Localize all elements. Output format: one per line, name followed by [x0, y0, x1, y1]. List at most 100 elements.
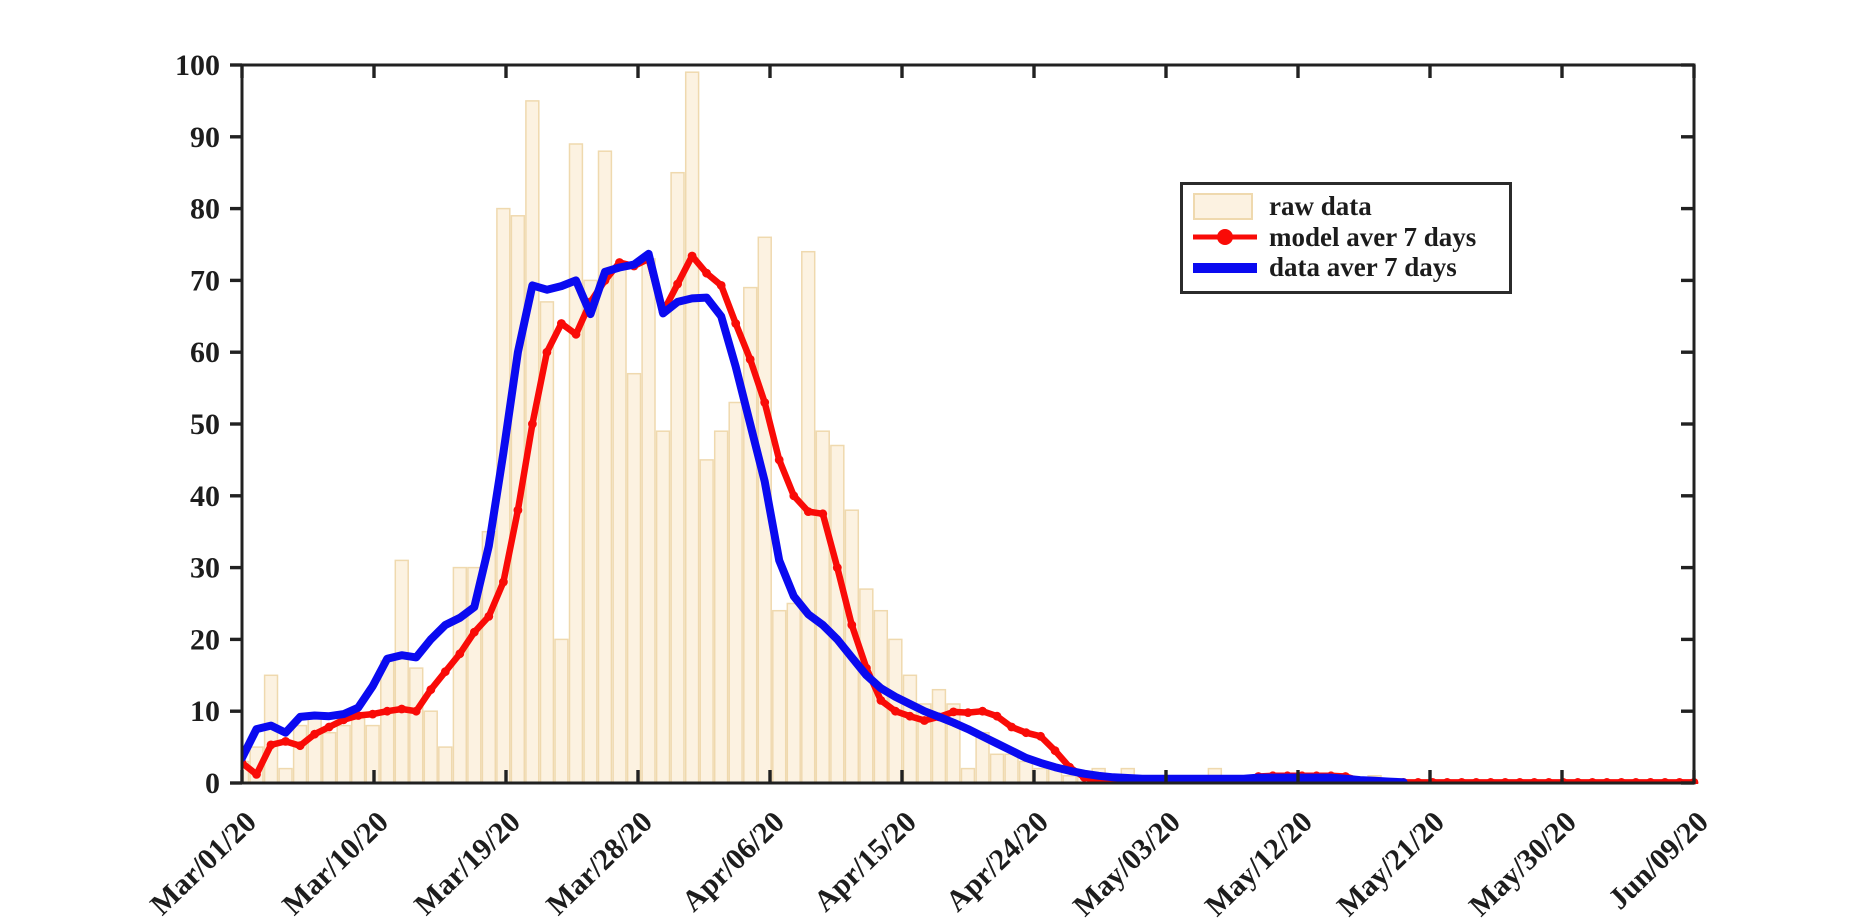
model-marker — [368, 709, 378, 719]
raw-data-bar — [830, 444, 845, 784]
raw-data-bar — [612, 265, 627, 784]
model-marker — [557, 319, 566, 328]
raw-data-bar — [554, 638, 569, 784]
model-marker — [281, 737, 290, 746]
x-tick-label: Apr/15/20 — [808, 805, 923, 918]
raw-data-bar — [568, 143, 584, 784]
raw-data-bar — [859, 588, 874, 784]
model-marker — [571, 329, 581, 339]
model-marker — [716, 281, 726, 290]
y-tick-label: 90 — [190, 121, 220, 154]
model-marker — [426, 685, 436, 695]
legend-raw-swatch — [1193, 192, 1259, 220]
y-tick-label: 40 — [190, 480, 220, 513]
raw-data-bar — [815, 430, 830, 784]
raw-data-bar — [597, 150, 613, 784]
raw-data-bar — [960, 767, 976, 784]
model-marker-sample — [1217, 229, 1233, 245]
y-tick-label: 30 — [190, 552, 220, 585]
model-marker — [513, 505, 523, 515]
raw-data-bar — [772, 609, 787, 784]
raw-data-bar — [801, 250, 816, 784]
model-marker — [832, 563, 842, 572]
model-marker — [949, 707, 958, 717]
model-line-swatch — [1193, 227, 1257, 247]
model-marker — [760, 398, 770, 407]
data-line-sample — [1193, 262, 1257, 273]
raw-data-bar — [409, 667, 424, 784]
model-marker — [1036, 731, 1045, 741]
raw-data-bar — [728, 401, 743, 784]
y-tick-label: 50 — [190, 408, 220, 441]
raw-data-bar — [423, 710, 438, 784]
model-marker — [847, 620, 857, 630]
raw-data-swatch — [1193, 192, 1253, 220]
x-tick-label: May/21/20 — [1331, 805, 1451, 922]
raw-data-bar — [394, 559, 409, 784]
raw-data-bar — [1018, 760, 1034, 784]
raw-data-bars — [241, 71, 1382, 784]
raw-data-bar — [307, 717, 322, 784]
x-tick-label: Mar/01/20 — [144, 805, 263, 921]
model-marker — [469, 627, 479, 637]
raw-data-bar — [684, 71, 700, 784]
y-tick-label: 60 — [190, 336, 220, 369]
raw-data-bar — [655, 430, 671, 784]
raw-data-bar — [699, 459, 714, 784]
raw-data-bar — [321, 731, 337, 784]
model-marker — [992, 711, 1002, 721]
x-tick-label: Apr/06/20 — [676, 805, 791, 918]
raw-data-bar — [931, 688, 947, 784]
legend-data-swatch — [1193, 258, 1259, 278]
raw-data-bar — [670, 171, 685, 784]
raw-data-bar — [292, 724, 308, 784]
legend-item-model: model aver 7 days — [1193, 222, 1499, 253]
legend-label-model: model aver 7 days — [1269, 221, 1477, 252]
raw-data-bar — [786, 602, 801, 784]
model-marker — [891, 706, 900, 716]
data-line-path — [241, 249, 1408, 784]
model-marker — [789, 491, 799, 501]
x-tick-label: May/12/20 — [1199, 805, 1319, 922]
data-line-swatch — [1193, 258, 1257, 278]
raw-data-bar — [641, 258, 656, 784]
legend-model-swatch — [1193, 227, 1259, 247]
model-marker — [382, 706, 392, 716]
raw-data-bar — [1004, 753, 1019, 784]
model-marker — [818, 509, 828, 519]
y-tick-label: 100 — [175, 49, 220, 82]
model-marker — [295, 741, 305, 751]
legend-item-raw-data: raw data — [1193, 191, 1499, 222]
model-marker — [876, 696, 886, 705]
model-marker — [1050, 746, 1060, 756]
legend-item-data: data aver 7 days — [1193, 252, 1499, 283]
model-marker — [499, 577, 508, 587]
model-marker — [920, 716, 929, 725]
raw-data-bar — [989, 753, 1005, 784]
model-marker — [731, 319, 741, 328]
model-marker — [528, 419, 537, 429]
legend-label-data: data aver 7 days — [1269, 252, 1457, 283]
model-marker — [978, 706, 987, 716]
x-tick-label: Apr/24/20 — [940, 805, 1055, 918]
raw-data-bar — [452, 566, 468, 784]
y-tick-label: 20 — [190, 623, 220, 656]
x-tick-label: May/03/20 — [1067, 805, 1187, 922]
y-axis: 0 10 20 30 40 50 60 70 80 90 100 — [175, 49, 1694, 800]
raw-data-bar — [902, 674, 918, 784]
model-marker — [310, 729, 319, 739]
raw-data-bar — [713, 430, 729, 784]
model-marker — [353, 711, 363, 720]
model-marker — [1021, 728, 1031, 738]
legend: raw data model aver 7 days data aver 7 d… — [1180, 182, 1512, 294]
raw-data-bar — [350, 717, 366, 784]
x-tick-label: Jun/09/20 — [1602, 805, 1715, 916]
model-marker — [963, 708, 973, 717]
raw-data-bar — [626, 372, 642, 784]
model-marker — [252, 770, 261, 779]
model-marker — [411, 706, 421, 716]
raw-data-bar — [380, 660, 395, 784]
model-marker — [702, 268, 711, 278]
x-tick-label: Mar/28/20 — [540, 805, 659, 921]
